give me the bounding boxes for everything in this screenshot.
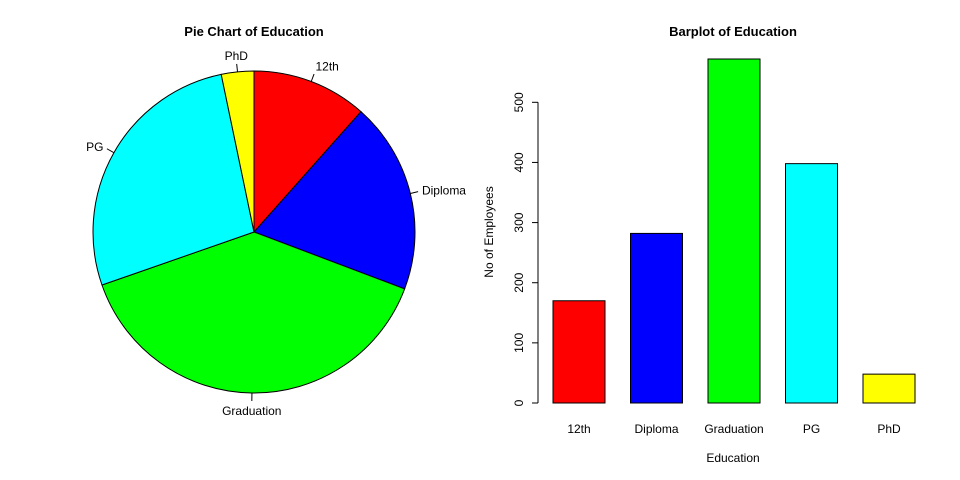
pie-label-pg: PG (86, 140, 103, 154)
y-tick-label-300: 300 (512, 212, 526, 232)
y-tick-label-200: 200 (512, 272, 526, 292)
bar-diploma (630, 232, 683, 404)
x-axis-label: Education (706, 451, 759, 465)
pie-chart: Pie Chart of Education 12th Diploma Gradua… (86, 24, 466, 418)
bar-chart-title: Barplot of Education (669, 24, 797, 39)
x-tick-label-pg: PG (803, 422, 820, 436)
y-tick-label-0: 0 (512, 399, 526, 406)
pie-slice-diploma (253, 110, 416, 290)
pie-leader-pg (106, 148, 115, 154)
bar-graduation (707, 58, 761, 404)
pie-slice-graduation (101, 231, 406, 394)
y-tick-label-500: 500 (512, 92, 526, 112)
x-tick-label-phd: PhD (877, 422, 901, 436)
pie-slices (92, 70, 416, 394)
y-tick-label-100: 100 (512, 333, 526, 353)
pie-slice-12th (253, 70, 362, 234)
bar-12th (552, 300, 606, 404)
bar-chart: Barplot of Education 0 100 200 300 400 500 12… (482, 24, 916, 465)
pie-leader-12th (310, 73, 315, 82)
y-tick-label-400: 400 (512, 152, 526, 172)
bars (552, 58, 916, 404)
x-tick-label-12th: 12th (567, 422, 590, 436)
pie-label-12th: 12th (315, 59, 338, 73)
x-tick-label-diploma: Diploma (634, 422, 678, 436)
pie-labels: 12th Diploma Graduation PG PhD (86, 49, 466, 418)
y-axis-label: No of Employees (482, 186, 496, 277)
pie-leader-phd (236, 63, 239, 72)
pie-label-phd: PhD (225, 49, 249, 63)
y-axis: 0 100 200 300 400 500 (512, 92, 539, 406)
x-tick-labels: 12th Diploma Graduation PG PhD (567, 422, 901, 436)
pie-label-graduation: Graduation (222, 404, 281, 418)
bar-pg (785, 163, 838, 404)
bar-phd (862, 373, 916, 404)
pie-label-diploma: Diploma (422, 184, 466, 198)
pie-leader-diploma (410, 191, 419, 194)
x-tick-label-graduation: Graduation (704, 422, 763, 436)
pie-slice-pg (92, 73, 255, 286)
pie-chart-title: Pie Chart of Education (184, 24, 323, 39)
